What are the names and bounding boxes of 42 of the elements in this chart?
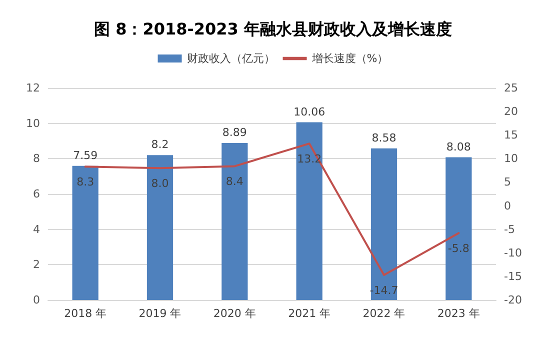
data-label: 8.0 <box>151 177 169 190</box>
y2-tick-label: 15 <box>504 128 518 142</box>
data-label: 8.3 <box>76 176 94 189</box>
y-tick-label: 4 <box>33 222 40 236</box>
x-tick-label: 2018 年 <box>64 307 107 320</box>
bar <box>72 166 98 300</box>
y2-tick-label: -15 <box>504 270 522 283</box>
y-tick-label: 12 <box>26 82 40 94</box>
data-label: 8.2 <box>151 138 169 152</box>
x-tick-label: 2021 年 <box>288 307 331 320</box>
chart-title: 图 8：2018-2023 年融水县财政收入及增长速度 <box>94 20 452 38</box>
y-tick-label: 8 <box>33 152 40 166</box>
data-label: 8.08 <box>446 140 471 154</box>
data-label: 8.4 <box>226 175 244 188</box>
y-tick-label: 2 <box>33 258 40 272</box>
data-label: 7.59 <box>73 148 98 162</box>
y2-tick-label: 5 <box>504 176 511 189</box>
y-tick-label: 6 <box>33 188 40 200</box>
legend-label: 增长速度（%） <box>310 52 388 65</box>
x-tick-label: 2020 年 <box>213 307 256 320</box>
data-label: -5.8 <box>448 242 470 256</box>
bar <box>296 122 322 300</box>
y2-tick-label: 0 <box>504 199 511 212</box>
bar <box>370 148 398 300</box>
y-tick-label: 0 <box>33 294 40 306</box>
x-tick-label: 2019 年 <box>138 307 182 320</box>
y2-tick-label: -5 <box>504 222 515 236</box>
x-tick-label: 2023 年 <box>437 307 480 320</box>
bar <box>146 155 174 300</box>
bar <box>222 142 248 300</box>
x-tick-label: 2022 年 <box>362 307 406 320</box>
bar <box>446 157 472 300</box>
y2-tick-label: 20 <box>504 105 518 118</box>
y-tick-label: 10 <box>26 116 40 130</box>
y2-tick-label: 25 <box>504 82 518 94</box>
data-label: 10.06 <box>294 105 326 118</box>
y2-tick-label: 10 <box>504 152 518 166</box>
legend-label: 财政收入（亿元） <box>186 52 275 65</box>
y2-tick-label: -10 <box>504 246 522 260</box>
data-label: 8.58 <box>372 131 396 144</box>
y2-tick-label: -20 <box>504 294 522 306</box>
data-label: 8.89 <box>222 126 247 139</box>
